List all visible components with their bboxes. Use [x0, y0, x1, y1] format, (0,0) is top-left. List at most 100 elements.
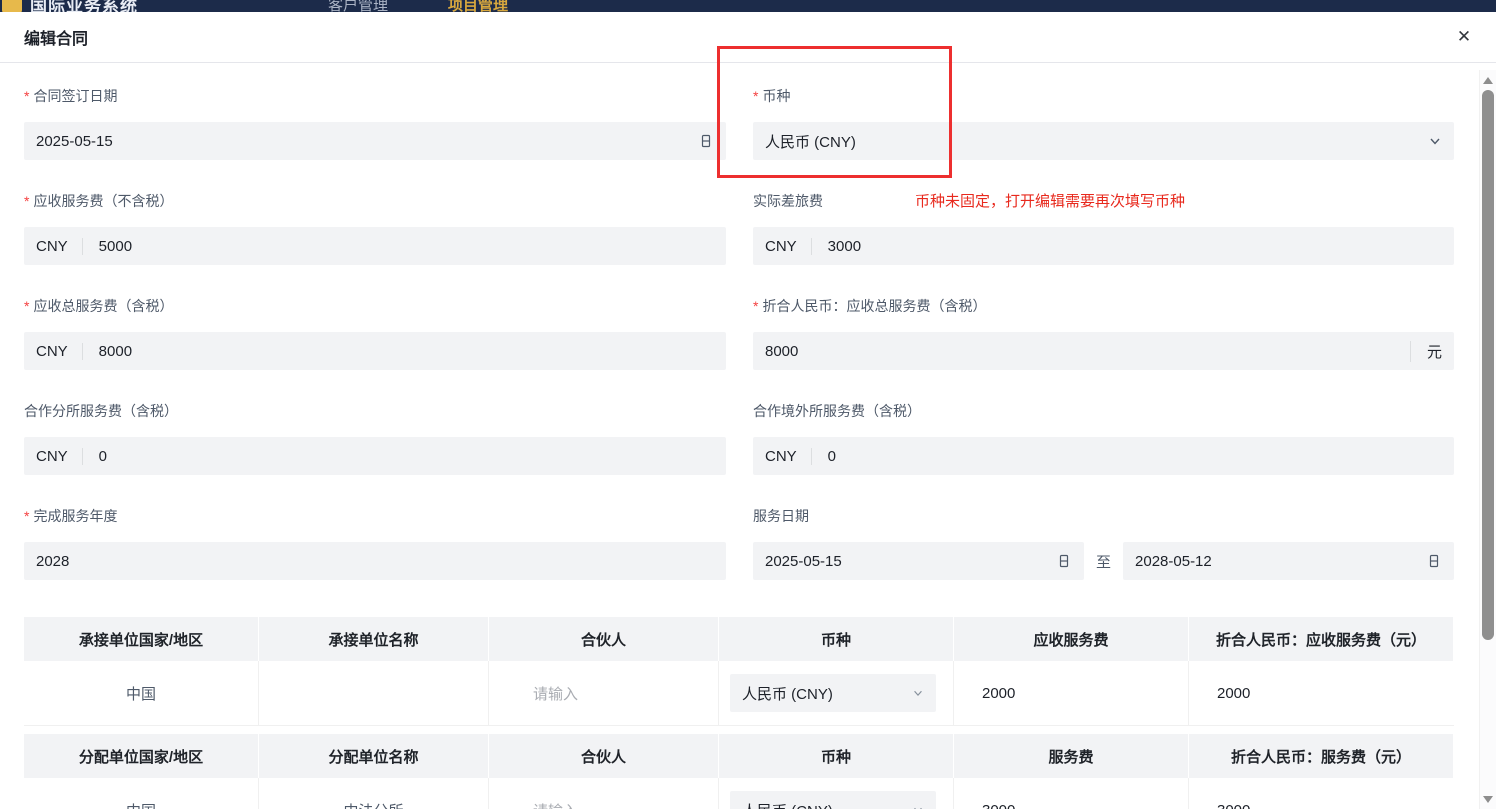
currency-label: * 币种 [753, 88, 791, 104]
undertake-cell-country: 中国 [24, 661, 259, 726]
undertake-cell-name [259, 661, 489, 726]
chevron-down-icon [912, 687, 924, 699]
field-service-year: * 完成服务年度 2028 [24, 507, 726, 580]
currency-prefix: CNY [36, 447, 83, 465]
fee-excl-tax-input[interactable]: CNY 5000 [24, 227, 726, 265]
scrollbar-thumb[interactable] [1482, 90, 1494, 640]
total-incl-tax-input[interactable]: CNY 8000 [24, 332, 726, 370]
undertake-table: 承接单位国家/地区 承接单位名称 合伙人 币种 应收服务费 折合人民币：应收服务… [24, 617, 1454, 726]
vertical-scrollbar[interactable] [1479, 70, 1496, 809]
allocation-cell-cny-fee-input[interactable]: 3000 [1189, 778, 1454, 809]
cny-total-value: 8000 [765, 342, 799, 360]
required-star: * [753, 88, 759, 104]
chevron-down-icon [912, 804, 924, 809]
required-star: * [24, 508, 30, 524]
allocation-cell-fee-input[interactable]: 3000 [954, 778, 1189, 809]
undertake-cell-currency: 人民币 (CNY) [719, 661, 954, 726]
app-logo-icon [2, 0, 22, 12]
top-navbar: 国际业务系统 客户管理 项目管理 [0, 0, 1496, 12]
field-cny-total: * 折合人民币：应收总服务费（含税） 8000 元 [753, 297, 1454, 370]
coop-branch-fee-value: 0 [98, 447, 108, 465]
required-star: * [24, 88, 30, 104]
currency-value: 人民币 (CNY) [765, 133, 856, 151]
undertake-cell-fee-input[interactable]: 2000 [954, 661, 1189, 726]
service-date-end-input[interactable]: 2028-05-12 [1123, 542, 1455, 580]
service-year-input[interactable]: 2028 [24, 542, 726, 580]
allocation-cell-country: 中国 [24, 778, 259, 809]
allocation-header-name: 分配单位名称 [259, 734, 489, 778]
field-fee-excl-tax: * 应收服务费（不含税） CNY 5000 [24, 192, 726, 265]
required-star: * [24, 193, 30, 209]
coop-overseas-fee-value: 0 [827, 447, 837, 465]
cny-total-input[interactable]: 8000 元 [753, 332, 1454, 370]
field-sign-date: * 合同签订日期 2025-05-15 [24, 87, 726, 160]
allocation-header-fee: 服务费 [954, 734, 1189, 778]
allocation-cell-name: 中法分所 [259, 778, 489, 809]
field-coop-overseas-fee: 合作境外所服务费（含税） CNY 0 [753, 402, 1454, 475]
allocation-cell-partner-input[interactable]: 请输入 [489, 778, 719, 809]
currency-annotation: 币种未固定，打开编辑需要再次填写币种 [915, 193, 1186, 210]
modal-header: 编辑合同 ✕ [0, 12, 1496, 62]
edit-contract-modal: 编辑合同 ✕ * 合同签订日期 2025-05-15 [0, 12, 1496, 809]
allocation-header-partner: 合伙人 [489, 734, 719, 778]
fee-excl-tax-label: * 应收服务费（不含税） [24, 193, 174, 209]
system-title: 国际业务系统 [30, 0, 138, 12]
close-icon[interactable]: ✕ [1456, 26, 1472, 46]
travel-fee-input[interactable]: CNY 3000 [753, 227, 1454, 265]
partner-placeholder: 请输入 [533, 685, 579, 703]
currency-prefix: CNY [36, 237, 83, 255]
currency-prefix: CNY [765, 447, 812, 465]
undertake-header-partner: 合伙人 [489, 617, 719, 661]
calendar-icon [1426, 553, 1442, 569]
travel-fee-label: 实际差旅费 币种未固定，打开编辑需要再次填写币种 [753, 192, 1454, 210]
sign-date-value: 2025-05-15 [36, 132, 113, 150]
allocation-cell-currency: 人民币 (CNY) [719, 778, 954, 809]
coop-branch-fee-input[interactable]: CNY 0 [24, 437, 726, 475]
allocation-header-currency: 币种 [719, 734, 954, 778]
unit-suffix: 元 [1409, 340, 1442, 362]
undertake-header-name: 承接单位名称 [259, 617, 489, 661]
currency-select[interactable]: 人民币 (CNY) [753, 122, 1454, 160]
partner-placeholder: 请输入 [533, 800, 578, 809]
date-range-separator: 至 [1096, 553, 1112, 571]
undertake-header-country: 承接单位国家/地区 [24, 617, 259, 661]
undertake-header-fee: 应收服务费 [954, 617, 1189, 661]
coop-branch-fee-label: 合作分所服务费（含税） [24, 403, 178, 419]
currency-prefix: CNY [765, 237, 812, 255]
service-date-start-input[interactable]: 2025-05-15 [753, 542, 1084, 580]
service-date-label: 服务日期 [753, 508, 809, 524]
undertake-currency-select[interactable]: 人民币 (CNY) [730, 674, 936, 712]
calendar-icon [698, 133, 714, 149]
allocation-header-cny-fee: 折合人民币：服务费（元） [1189, 734, 1454, 778]
field-total-incl-tax: * 应收总服务费（含税） CNY 8000 [24, 297, 726, 370]
coop-overseas-fee-input[interactable]: CNY 0 [753, 437, 1454, 475]
scroll-up-icon[interactable] [1480, 72, 1496, 88]
nav-item-customer[interactable]: 客户管理 [328, 0, 389, 12]
field-currency: * 币种 人民币 (CNY) [753, 87, 1454, 160]
undertake-cell-cny-fee-input[interactable]: 2000 [1189, 661, 1454, 726]
service-year-label: * 完成服务年度 [24, 508, 118, 524]
sign-date-input[interactable]: 2025-05-15 [24, 122, 726, 160]
sign-date-label: * 合同签订日期 [24, 88, 118, 104]
currency-prefix: CNY [36, 342, 83, 360]
scroll-down-icon[interactable] [1480, 791, 1496, 807]
nav-item-project[interactable]: 项目管理 [448, 0, 509, 12]
chevron-down-icon [1428, 134, 1442, 148]
coop-overseas-fee-label: 合作境外所服务费（含税） [753, 403, 921, 419]
required-star: * [24, 298, 30, 314]
calendar-icon [1056, 553, 1072, 569]
undertake-header-cny-fee: 折合人民币：应收服务费（元） [1189, 617, 1454, 661]
service-year-value: 2028 [36, 552, 70, 570]
allocation-table: 分配单位国家/地区 分配单位名称 合伙人 币种 服务费 折合人民币：服务费（元）… [24, 734, 1454, 809]
undertake-cell-partner-input[interactable]: 请输入 [489, 661, 719, 726]
fee-excl-tax-value: 5000 [98, 237, 133, 255]
total-incl-tax-label: * 应收总服务费（含税） [24, 298, 174, 314]
modal-title: 编辑合同 [24, 31, 89, 48]
field-travel-fee: 实际差旅费 币种未固定，打开编辑需要再次填写币种 CNY 3000 [753, 192, 1454, 265]
undertake-header-currency: 币种 [719, 617, 954, 661]
allocation-currency-select[interactable]: 人民币 (CNY) [730, 791, 936, 809]
allocation-header-country: 分配单位国家/地区 [24, 734, 259, 778]
service-date-end-value: 2028-05-12 [1135, 552, 1212, 570]
service-date-start-value: 2025-05-15 [765, 552, 842, 570]
